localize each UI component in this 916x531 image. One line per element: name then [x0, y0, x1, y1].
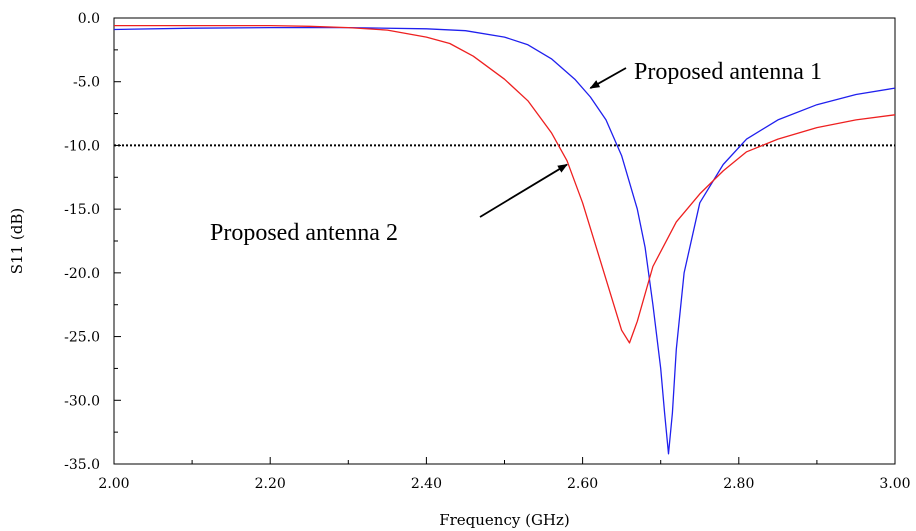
x-tick-label: 2.80 — [723, 476, 754, 492]
ticks: 0.0 -5.0 -10.0 -15.0 -20.0 -25.0 -30.0 -35.0 2.0… — [64, 11, 910, 492]
x-axis-title: Frequency (GHz) — [439, 511, 570, 529]
y-tick-label: -20.0 — [64, 266, 100, 282]
x-tick-label: 2.20 — [255, 476, 286, 492]
y-tick-label: -30.0 — [64, 393, 100, 409]
annotations: Proposed antenna 1 Proposed antenna 2 — [210, 59, 822, 246]
x-tick-label: 2.40 — [411, 476, 442, 492]
y-tick-label: -25.0 — [64, 330, 100, 346]
y-tick-label: -15.0 — [64, 202, 100, 218]
annotation-arrow-1 — [589, 67, 627, 89]
y-tick-label: -10.0 — [64, 138, 100, 154]
series-line-2 — [114, 24, 896, 344]
annotation-label-1: Proposed antenna 1 — [634, 59, 822, 85]
x-tick-label: 2.60 — [567, 476, 598, 492]
annotation-label-2: Proposed antenna 2 — [210, 220, 398, 246]
annotation-arrow-2 — [479, 163, 568, 218]
x-tick-label: 3.00 — [879, 476, 910, 492]
y-tick-label: 0.0 — [78, 11, 100, 27]
series-line-1 — [113, 26, 896, 455]
x-tick-label: 2.00 — [98, 476, 129, 492]
series-group — [113, 24, 896, 455]
y-tick-label: -35.0 — [64, 457, 100, 473]
y-axis-title: S11 (dB) — [8, 208, 26, 274]
y-tick-label: -5.0 — [73, 75, 100, 91]
